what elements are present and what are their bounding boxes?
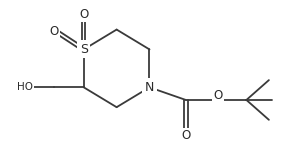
Text: S: S xyxy=(80,43,88,56)
Text: O: O xyxy=(49,24,58,37)
Text: O: O xyxy=(213,89,222,102)
Text: HO: HO xyxy=(17,82,33,92)
Text: O: O xyxy=(79,8,89,21)
Text: O: O xyxy=(181,129,190,142)
Text: N: N xyxy=(145,81,154,94)
